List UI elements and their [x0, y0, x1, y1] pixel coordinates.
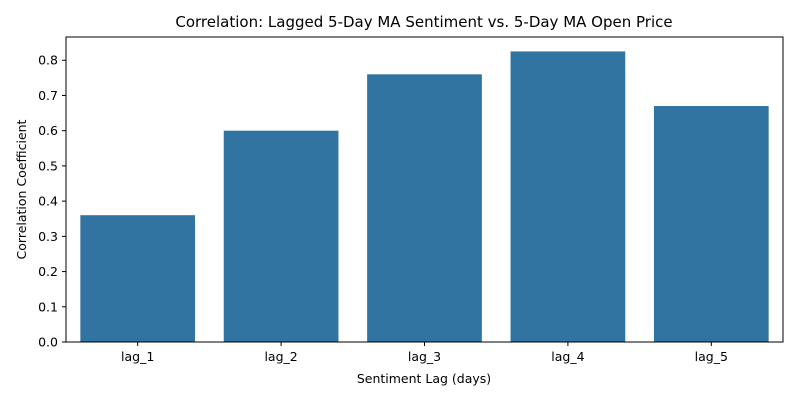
y-axis: 0.0 0.1 0.2 0.3 0.4 0.5 0.6 0.7 0.8: [38, 53, 66, 350]
bars-group: [80, 51, 769, 343]
x-axis: lag_1 lag_2 lag_3 lag_4 lag_5: [121, 342, 728, 364]
y-tick-label: 0.6: [38, 123, 58, 138]
x-tick-label: lag_1: [121, 349, 154, 364]
y-tick-label: 0.7: [38, 88, 58, 103]
y-tick-label: 0.5: [38, 158, 58, 173]
x-tick-label: lag_2: [264, 349, 297, 364]
y-tick-label: 0.4: [38, 194, 58, 209]
y-tick-label: 0.1: [38, 299, 58, 314]
chart-title: Correlation: Lagged 5-Day MA Sentiment v…: [175, 13, 672, 31]
x-axis-label: Sentiment Lag (days): [357, 371, 491, 386]
y-tick-label: 0.0: [38, 335, 58, 350]
bar-lag_4: [510, 51, 626, 343]
y-axis-label: Correlation Coefficient: [14, 119, 29, 259]
bar-lag_1: [80, 215, 196, 342]
y-tick-label: 0.2: [38, 264, 58, 279]
bar-lag_2: [223, 130, 339, 342]
x-tick-label: lag_5: [695, 349, 728, 364]
bar-lag_3: [367, 74, 482, 342]
y-tick-label: 0.8: [38, 53, 58, 68]
y-tick-label: 0.3: [38, 229, 58, 244]
plot-frame: [65, 36, 784, 343]
x-tick-label: lag_4: [551, 349, 584, 364]
x-tick-label: lag_3: [408, 349, 441, 364]
bar-lag_5: [653, 106, 769, 342]
